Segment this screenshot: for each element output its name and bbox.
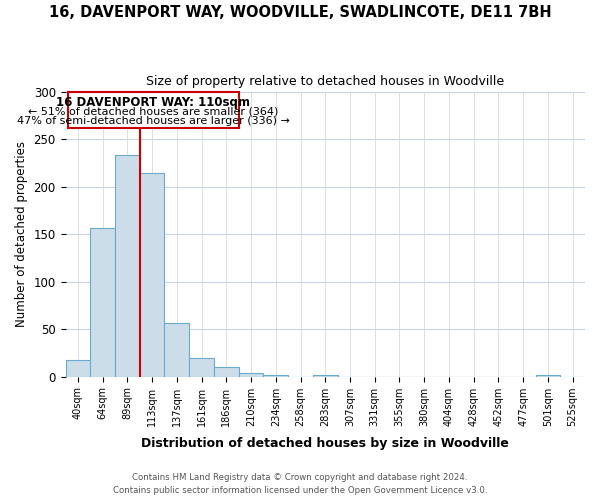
Bar	[189, 358, 214, 376]
Bar	[164, 322, 189, 376]
Y-axis label: Number of detached properties: Number of detached properties	[15, 142, 28, 328]
Bar	[115, 154, 140, 376]
Bar	[140, 172, 164, 376]
Bar	[313, 375, 338, 376]
Text: Contains HM Land Registry data © Crown copyright and database right 2024.
Contai: Contains HM Land Registry data © Crown c…	[113, 474, 487, 495]
Bar	[65, 360, 90, 376]
Bar	[214, 367, 239, 376]
FancyBboxPatch shape	[68, 92, 239, 128]
Text: 47% of semi-detached houses are larger (336) →: 47% of semi-detached houses are larger (…	[17, 116, 290, 126]
Bar	[536, 375, 560, 376]
X-axis label: Distribution of detached houses by size in Woodville: Distribution of detached houses by size …	[142, 437, 509, 450]
Bar	[90, 228, 115, 376]
Bar	[263, 375, 288, 376]
Text: ← 51% of detached houses are smaller (364): ← 51% of detached houses are smaller (36…	[28, 106, 278, 116]
Title: Size of property relative to detached houses in Woodville: Size of property relative to detached ho…	[146, 75, 505, 88]
Text: 16 DAVENPORT WAY: 110sqm: 16 DAVENPORT WAY: 110sqm	[56, 96, 250, 108]
Bar	[239, 373, 263, 376]
Text: 16, DAVENPORT WAY, WOODVILLE, SWADLINCOTE, DE11 7BH: 16, DAVENPORT WAY, WOODVILLE, SWADLINCOT…	[49, 5, 551, 20]
